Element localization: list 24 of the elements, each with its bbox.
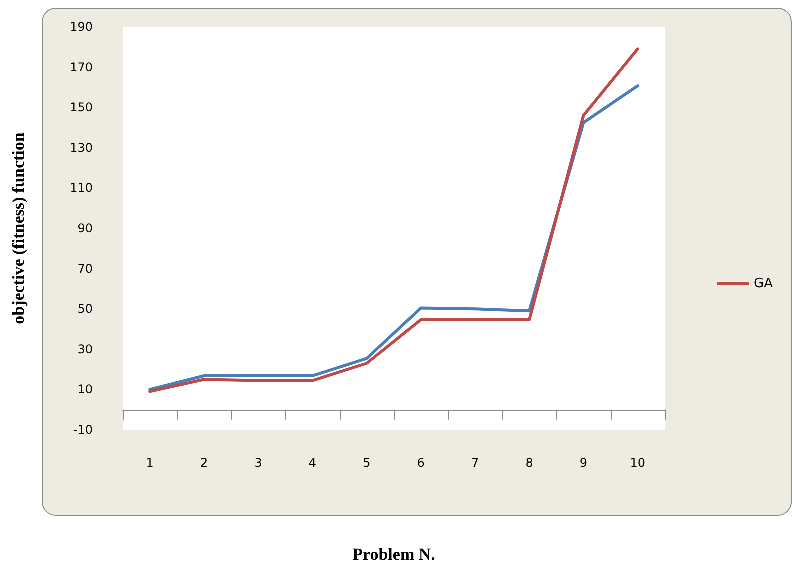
y-tick-label: -10 [73,423,93,437]
x-tick-label: 9 [580,456,588,470]
y-tick-label: 190 [70,20,93,34]
x-tick-label: 3 [254,456,262,470]
x-tick-label: 5 [363,456,371,470]
y-tick-label: 150 [70,100,93,115]
x-tick-label: 6 [417,456,425,470]
x-tick-label: 4 [308,456,317,470]
y-tick-label: 130 [70,140,93,155]
y-tick-label: 30 [78,342,93,356]
x-tick-label: 8 [526,456,534,470]
x-tick-label: 7 [471,456,480,470]
x-tick-label: 1 [146,456,154,470]
y-tick-label: 90 [78,222,93,236]
y-tick-label: 110 [70,181,93,196]
y-tick-label: 170 [70,60,93,74]
y-axis-title: objective (fitness) function [9,132,28,324]
x-tick-label: 10 [630,456,646,470]
x-axis-title: Problem N. [352,545,436,564]
y-tick-label: 10 [78,382,93,397]
y-tick-label: 70 [78,262,93,276]
x-tick-label: 2 [200,456,208,470]
y-tick-label: 50 [78,302,93,316]
legend-label: GA [754,276,774,292]
